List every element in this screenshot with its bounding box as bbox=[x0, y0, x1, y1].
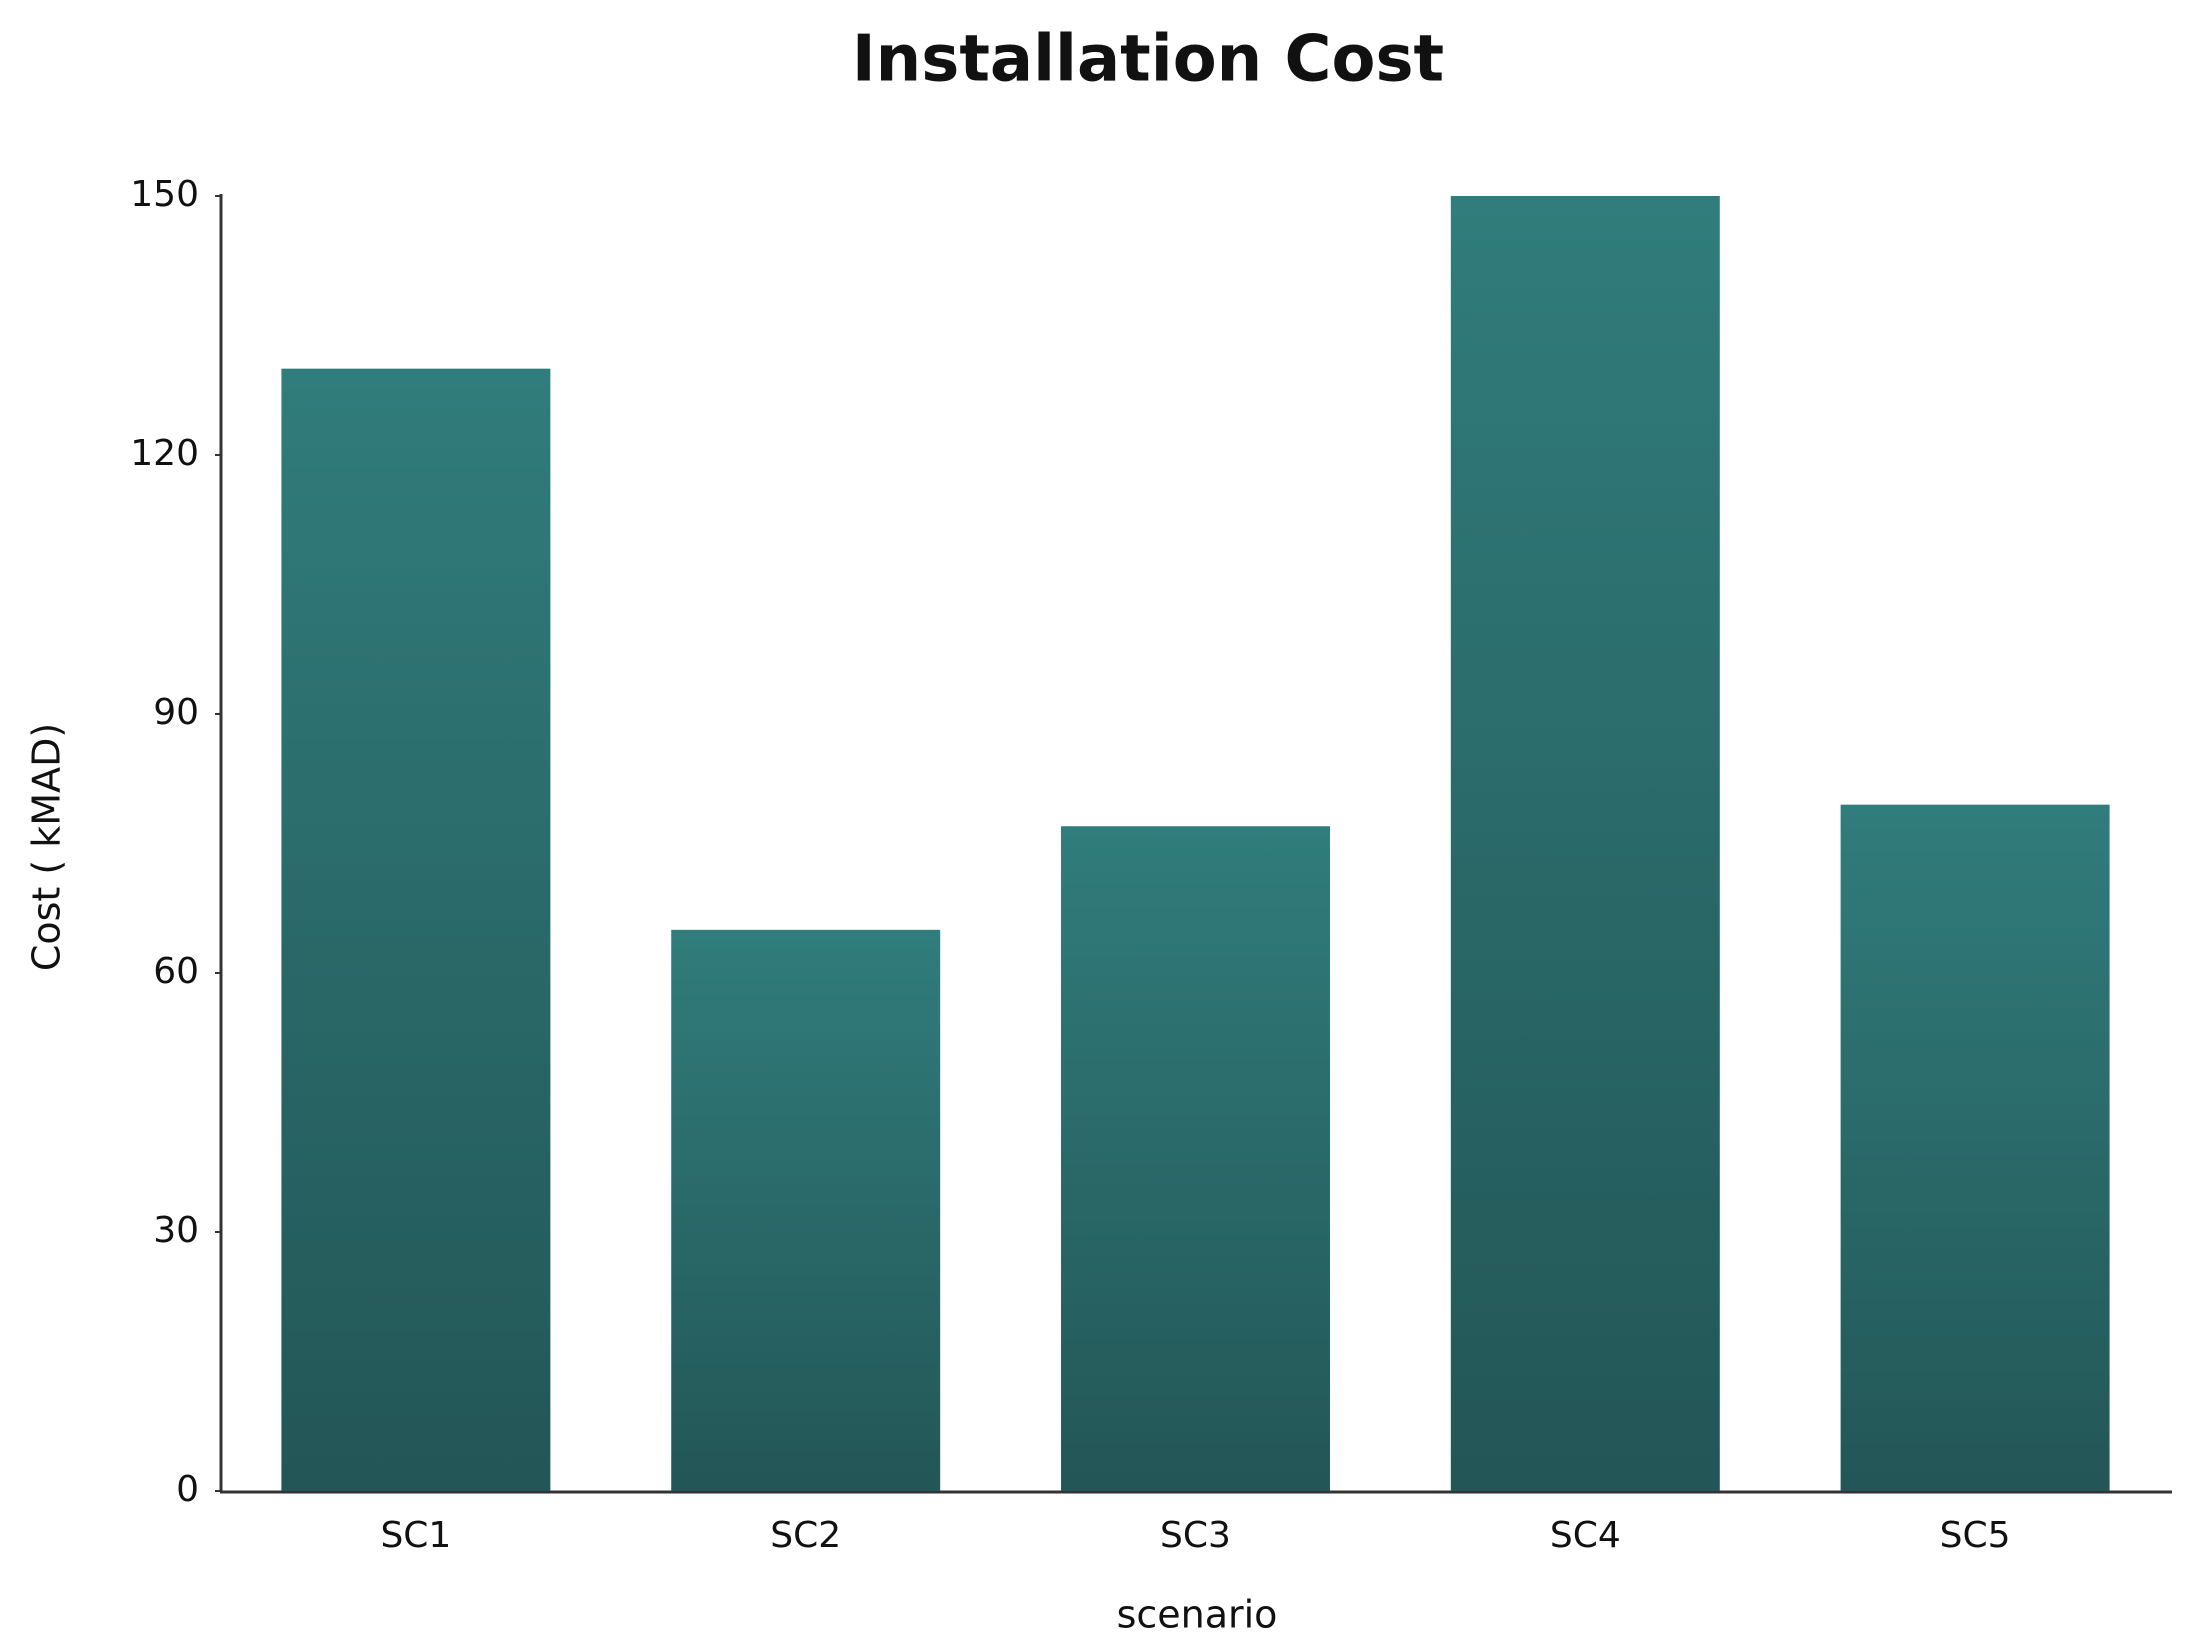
x-tick-label: SC1 bbox=[380, 1515, 451, 1556]
y-tick-label: 90 bbox=[153, 692, 199, 733]
y-tick-label: 150 bbox=[130, 174, 199, 215]
bar bbox=[1840, 804, 2110, 1491]
y-tick-label: 0 bbox=[176, 1469, 199, 1510]
y-tick-label: 30 bbox=[153, 1210, 199, 1251]
bar bbox=[1061, 826, 1330, 1491]
bar bbox=[281, 368, 551, 1492]
bar bbox=[671, 929, 941, 1491]
chart-title: Installation Cost bbox=[852, 23, 1444, 97]
x-tick-label: SC4 bbox=[1550, 1515, 1621, 1556]
x-tick-label: SC5 bbox=[1940, 1515, 2011, 1556]
x-tick-label: SC3 bbox=[1160, 1515, 1231, 1556]
y-tick-label: 120 bbox=[130, 433, 199, 474]
y-tick-label: 60 bbox=[153, 951, 199, 992]
y-axis-label: Cost ( kMAD) bbox=[25, 723, 69, 971]
x-tick-label: SC2 bbox=[770, 1515, 841, 1556]
bar bbox=[1450, 196, 1720, 1491]
x-axis-label: scenario bbox=[1117, 1593, 1278, 1637]
